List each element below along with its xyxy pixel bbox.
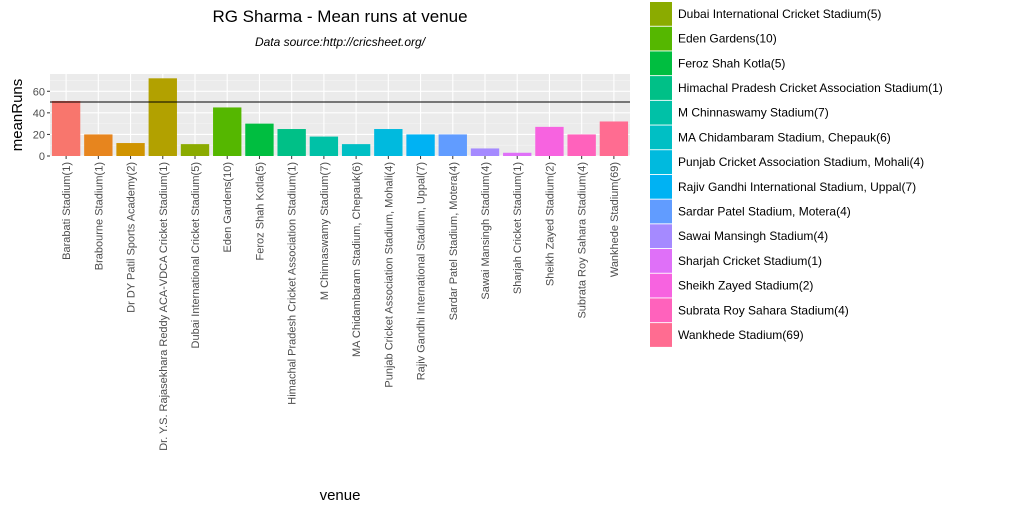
legend-label: Wankhede Stadium(69) (678, 328, 804, 342)
x-tick-label: M Chinnaswamy Stadium(7) (319, 162, 331, 300)
plot-panel (50, 74, 630, 156)
legend-key (650, 323, 672, 347)
bar (277, 129, 306, 156)
bar (535, 126, 564, 156)
x-tick-label: Sheikh Zayed Stadium(2) (544, 162, 556, 286)
y-axis-label: meanRuns (9, 79, 26, 152)
bar (116, 143, 145, 156)
bar (406, 134, 435, 156)
bar (374, 129, 403, 156)
legend: Dubai International Cricket Stadium(5) Ed… (650, 2, 943, 347)
bar (503, 152, 532, 156)
bars (51, 78, 629, 156)
x-tick-label: Wankhede Stadium(69) (609, 162, 621, 277)
x-tick-label: Dr. Y.S. Rajasekhara Reddy ACA-VDCA Cric… (158, 162, 170, 451)
legend-label: Himachal Pradesh Cricket Association Sta… (678, 81, 943, 95)
legend-label: Sheikh Zayed Stadium(2) (678, 279, 813, 293)
y-tick-label: 20 (33, 129, 45, 141)
legend-key (650, 199, 672, 224)
bar (148, 78, 177, 156)
legend-key (650, 2, 672, 26)
legend-label: Feroz Shah Kotla(5) (678, 56, 785, 70)
bar (51, 100, 81, 156)
legend-label: MA Chidambaram Stadium, Chepauk(6) (678, 130, 891, 144)
x-tick-label: Barabati Stadium(1) (61, 162, 73, 260)
legend-key (650, 273, 672, 298)
legend-key (650, 150, 672, 174)
x-tick-label: Himachal Pradesh Cricket Association Sta… (287, 162, 299, 405)
legend-key (650, 125, 672, 150)
bar (438, 134, 467, 156)
bar (567, 134, 596, 156)
legend-label: Subrata Roy Sahara Stadium(4) (678, 303, 849, 317)
x-tick-label: Feroz Shah Kotla(5) (254, 162, 266, 260)
legend-label: M Chinnaswamy Stadium(7) (678, 106, 829, 120)
x-tick-label: Sardar Patel Stadium, Motera(4) (448, 162, 460, 320)
x-tick-label: Brabourne Stadium(1) (93, 162, 105, 270)
bar (245, 123, 274, 156)
bar (213, 107, 242, 156)
x-tick-label: Sharjah Cricket Stadium(1) (512, 162, 524, 294)
legend-key (650, 100, 672, 125)
x-tick-label: MA Chidambaram Stadium, Chepauk(6) (351, 162, 363, 357)
legend-key (650, 249, 672, 273)
x-tick-label: Sawai Mansingh Stadium(4) (480, 162, 492, 300)
legend-key (650, 224, 672, 249)
y-tick-label: 60 (33, 86, 45, 98)
bar (84, 134, 113, 156)
x-tick-label: Subrata Roy Sahara Stadium(4) (577, 162, 589, 319)
x-tick-label: Eden Gardens(10) (222, 162, 234, 253)
legend-key (650, 298, 672, 323)
legend-label: Dubai International Cricket Stadium(5) (678, 7, 881, 21)
bar (470, 148, 500, 156)
x-tick-label: Dr DY Patil Sports Academy(2) (126, 162, 138, 313)
chart-title: RG Sharma - Mean runs at venue (212, 7, 467, 26)
legend-key (650, 51, 672, 76)
y-axis: 0 20 40 60 (33, 86, 50, 163)
bar (599, 121, 629, 156)
legend-key (650, 76, 672, 100)
x-axis: Barabati Stadium(1) Brabourne Stadium(1) D… (61, 156, 621, 451)
legend-label: Rajiv Gandhi International Stadium, Uppa… (678, 180, 916, 194)
bar (309, 136, 339, 156)
y-tick-label: 40 (33, 108, 45, 120)
y-tick-label: 0 (39, 151, 45, 163)
x-tick-label: Dubai International Cricket Stadium(5) (190, 162, 202, 348)
bar (180, 144, 210, 156)
legend-key (650, 174, 672, 199)
chart-subtitle: Data source:http://cricsheet.org/ (255, 35, 427, 49)
legend-label: Sawai Mansingh Stadium(4) (678, 229, 828, 243)
x-tick-label: Punjab Cricket Association Stadium, Moha… (383, 162, 395, 388)
legend-key (650, 26, 672, 51)
bar (341, 144, 371, 156)
legend-label: Sardar Patel Stadium, Motera(4) (678, 205, 851, 219)
x-axis-label: venue (320, 487, 361, 504)
x-tick-label: Rajiv Gandhi International Stadium, Uppa… (416, 162, 428, 380)
legend-label: Sharjah Cricket Stadium(1) (678, 254, 822, 268)
legend-label: Punjab Cricket Association Stadium, Moha… (678, 155, 924, 169)
legend-label: Eden Gardens(10) (678, 32, 777, 46)
